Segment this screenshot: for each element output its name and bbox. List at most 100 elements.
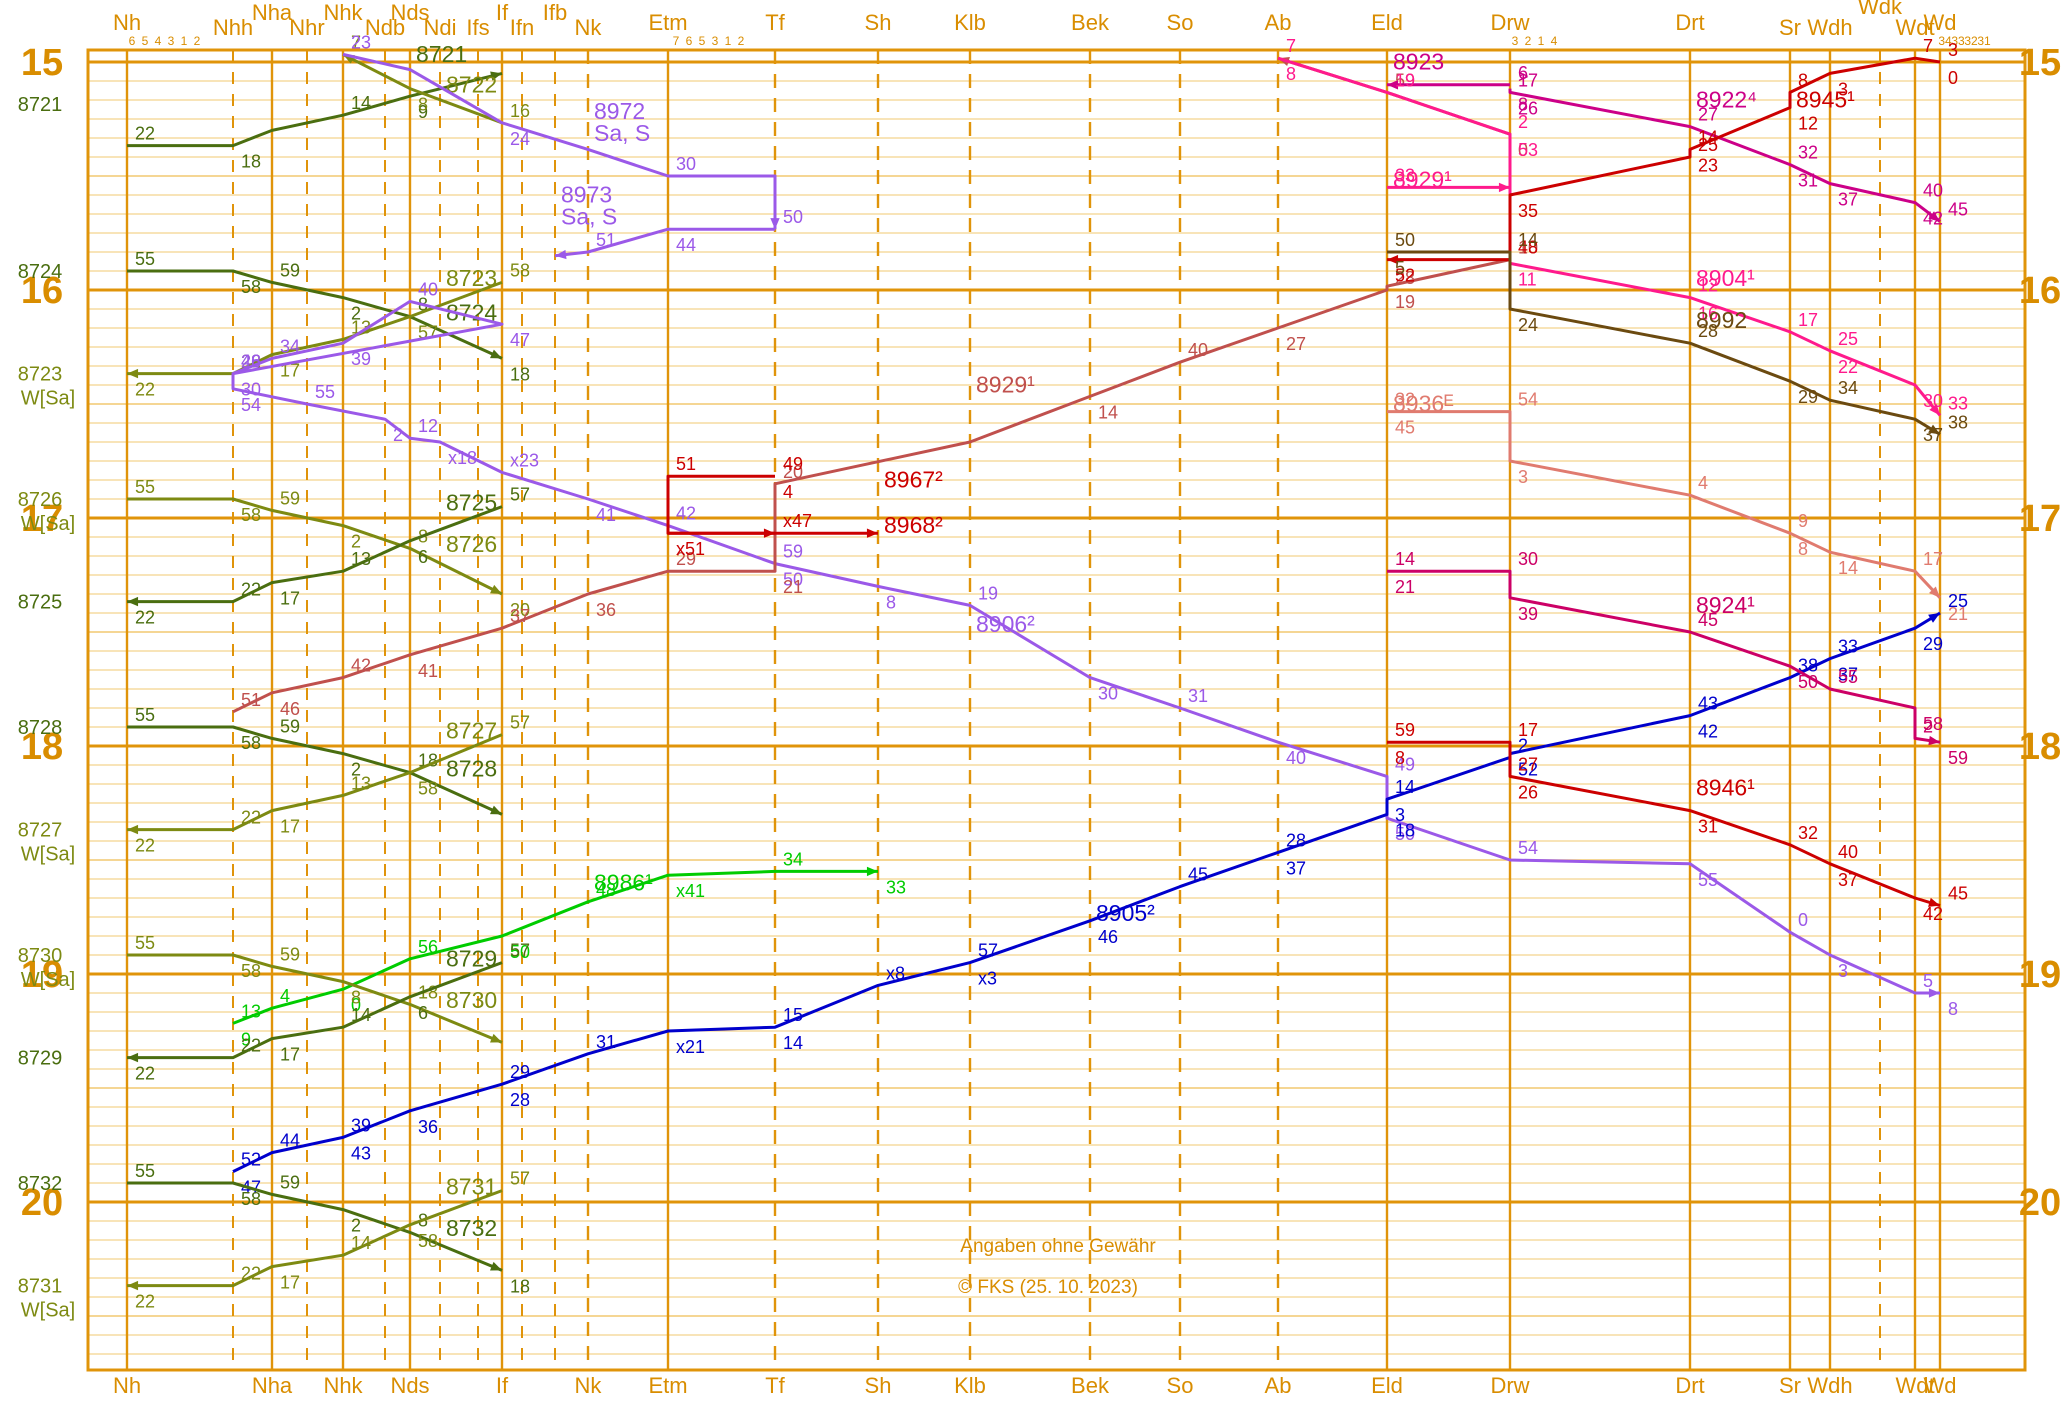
minute-label: 17 <box>1923 549 1943 569</box>
train-1: 16 8 7 8722 <box>342 32 530 125</box>
track-sublabel: 7 <box>673 34 680 48</box>
minute-label: 43 <box>351 1143 371 1163</box>
station-top-label-nds: Nds <box>390 0 429 25</box>
train-number-label: 8726 <box>446 531 497 557</box>
minute-label: 23 <box>1698 155 1718 175</box>
minute-label: x21 <box>676 1037 705 1057</box>
minute-label: 45 <box>1698 610 1718 630</box>
station-bottom-label-wdt: Wdt <box>1895 1373 1934 1398</box>
train-number-label: 8922⁴ <box>1696 87 1757 113</box>
minute-label: 42 <box>1698 722 1718 742</box>
station-top-label-if: If <box>496 0 509 25</box>
minute-label: 52 <box>1518 760 1538 780</box>
minute-label: 33 <box>1395 165 1415 185</box>
minute-label: 59 <box>1395 720 1415 740</box>
minute-label: 54 <box>241 395 261 415</box>
minute-label: 42 <box>1923 904 1943 924</box>
station-bottom-label-etm: Etm <box>648 1373 687 1398</box>
train-arrow <box>555 249 567 260</box>
station-bottom-label-ab: Ab <box>1265 1373 1292 1398</box>
minute-label: 32 <box>1798 823 1818 843</box>
station-bottom-label-nh: Nh <box>113 1373 141 1398</box>
station-top-label-nhk: Nhk <box>323 0 363 25</box>
train-path <box>232 611 1941 1173</box>
minute-label: 14 <box>1395 549 1415 569</box>
station-top-label-tf: Tf <box>765 10 785 35</box>
train-path <box>127 497 503 596</box>
train-number-label: 8731 <box>446 1173 497 1199</box>
minute-label: 51 <box>676 454 696 474</box>
minute-label: x41 <box>676 881 705 901</box>
minute-label: 22 <box>1838 357 1858 377</box>
minute-label: 42 <box>351 656 371 676</box>
minute-label: 22 <box>135 1292 155 1312</box>
minute-label: 17 <box>280 817 300 837</box>
train-arrow <box>127 824 139 835</box>
minute-label: 0 <box>1798 910 1808 930</box>
minute-label: 17 <box>280 1273 300 1293</box>
minute-label: 0 <box>1518 140 1528 160</box>
station-top-label-ab: Ab <box>1265 10 1292 35</box>
hour-label-right: 15 <box>2019 42 2061 84</box>
track-sublabel: 2 <box>738 34 745 48</box>
minute-label: 50 <box>510 942 530 962</box>
minute-label: 3 <box>1948 40 1958 60</box>
train-number-label: 8973 <box>561 182 612 208</box>
hour-label-left: 20 <box>21 1182 63 1224</box>
minute-label: 53 <box>1518 140 1538 160</box>
train-path <box>127 505 503 604</box>
train-number-label: 8936ᴱ <box>1393 391 1454 417</box>
minute-label: 36 <box>596 600 616 620</box>
minute-label: > <box>1518 67 1529 87</box>
station-bottom-label-nk: Nk <box>575 1373 603 1398</box>
minute-label: 57 <box>510 1169 530 1189</box>
left-train-labels: 872187248723W[Sa]8726W[Sa]872587288727W[… <box>18 94 75 1322</box>
hour-label-right: 20 <box>2019 1182 2061 1224</box>
station-top-label-etm: Etm <box>648 10 687 35</box>
train-arrow <box>1928 211 1940 222</box>
minute-label: 13 <box>351 549 371 569</box>
station-top-label-ndb: Ndb <box>365 15 405 40</box>
train-subtitle: Sa, S <box>561 204 617 230</box>
train-arrow <box>770 218 780 230</box>
minute-label: 59 <box>1948 748 1968 768</box>
train-arrow <box>127 596 139 607</box>
minute-label: 54 <box>1518 390 1538 410</box>
train-19: 57 58 14 17 22 22 8731 <box>127 1169 530 1312</box>
station-top-label-ifn: Ifn <box>510 15 534 40</box>
minute-label: 40 <box>1188 340 1208 360</box>
minute-label: 2 <box>351 532 361 552</box>
minute-label: 50 <box>1395 230 1415 250</box>
minute-label: 18 <box>510 1276 530 1296</box>
minute-label: 7 <box>1286 36 1296 56</box>
train-number-label: 8732 <box>446 1215 497 1241</box>
minute-label: 21 <box>1948 604 1968 624</box>
train-arrow <box>490 584 502 594</box>
minute-label: 45 <box>1948 200 1968 220</box>
station-bottom-label-if: If <box>496 1373 509 1398</box>
minute-label: 58 <box>241 1189 261 1209</box>
minute-label: 32 <box>1395 390 1415 410</box>
train-number-label: 8905² <box>1096 900 1155 926</box>
minute-label: 27 <box>1698 105 1718 125</box>
minute-label: 18 <box>1395 820 1415 840</box>
minute-label: 40 <box>1838 842 1858 862</box>
station-top-label-eld: Eld <box>1371 10 1403 35</box>
track-sublabel: 5 <box>699 34 706 48</box>
train-path <box>127 280 503 376</box>
train-number-label: 8725 <box>446 489 497 515</box>
minute-label: 22 <box>241 352 261 372</box>
minute-label: 0 <box>1948 68 1958 88</box>
minute-label: 2 <box>1923 716 1933 736</box>
train-path <box>554 227 775 258</box>
train-0: 22 18 14 9 8721 <box>127 41 503 172</box>
minute-label: 44 <box>676 235 696 255</box>
track-sublabel: 31 <box>1977 34 1991 48</box>
minute-label: 55 <box>1698 870 1718 890</box>
minute-label: 5 <box>1395 258 1405 278</box>
track-sublabel: 6 <box>129 34 136 48</box>
station-bottom-label-nds: Nds <box>390 1373 429 1398</box>
